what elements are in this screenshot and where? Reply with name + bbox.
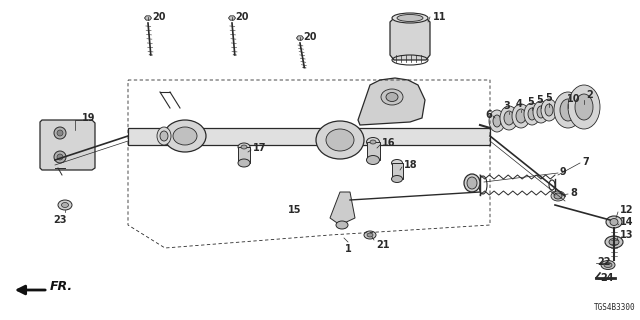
- Ellipse shape: [160, 131, 168, 141]
- Ellipse shape: [364, 231, 376, 239]
- Ellipse shape: [392, 13, 428, 23]
- Ellipse shape: [568, 85, 600, 129]
- Ellipse shape: [504, 111, 514, 125]
- Text: 16: 16: [382, 138, 396, 148]
- Ellipse shape: [367, 156, 380, 164]
- Text: 12: 12: [620, 205, 634, 215]
- Ellipse shape: [157, 127, 171, 145]
- Text: 9: 9: [560, 167, 567, 177]
- Ellipse shape: [370, 140, 376, 144]
- Polygon shape: [296, 36, 303, 40]
- Polygon shape: [358, 78, 425, 125]
- Ellipse shape: [397, 14, 423, 21]
- Text: 4: 4: [516, 99, 522, 109]
- Text: 19: 19: [82, 113, 95, 123]
- Polygon shape: [145, 16, 152, 20]
- Ellipse shape: [238, 143, 250, 151]
- Text: 8: 8: [570, 188, 577, 198]
- Text: 24: 24: [600, 273, 614, 283]
- Text: 20: 20: [152, 12, 166, 22]
- Polygon shape: [330, 192, 355, 225]
- Ellipse shape: [164, 120, 206, 152]
- Ellipse shape: [238, 159, 250, 167]
- Ellipse shape: [336, 221, 348, 229]
- Text: 5: 5: [536, 95, 543, 105]
- Bar: [367, 142, 380, 160]
- Text: 20: 20: [303, 32, 317, 42]
- Ellipse shape: [386, 92, 398, 101]
- Polygon shape: [40, 120, 95, 170]
- Ellipse shape: [560, 99, 576, 121]
- Ellipse shape: [489, 110, 505, 132]
- Ellipse shape: [551, 191, 565, 201]
- Ellipse shape: [601, 260, 615, 269]
- Ellipse shape: [516, 109, 526, 123]
- Circle shape: [57, 154, 63, 160]
- Text: TGS4B3300: TGS4B3300: [593, 303, 635, 312]
- Polygon shape: [128, 128, 490, 145]
- Text: 1: 1: [344, 244, 351, 254]
- Ellipse shape: [326, 129, 354, 151]
- Text: 23: 23: [53, 215, 67, 225]
- Text: 13: 13: [620, 230, 634, 240]
- Text: 3: 3: [504, 101, 510, 111]
- Ellipse shape: [500, 106, 518, 130]
- Text: 15: 15: [288, 205, 301, 215]
- Text: FR.: FR.: [50, 281, 73, 293]
- Ellipse shape: [493, 115, 501, 127]
- Text: 21: 21: [376, 240, 390, 250]
- Text: 11: 11: [433, 12, 447, 22]
- Circle shape: [54, 127, 66, 139]
- Ellipse shape: [609, 238, 619, 245]
- Ellipse shape: [392, 175, 403, 182]
- Ellipse shape: [316, 121, 364, 159]
- Ellipse shape: [604, 262, 612, 268]
- Text: 7: 7: [582, 157, 589, 167]
- Ellipse shape: [467, 177, 477, 189]
- Ellipse shape: [58, 200, 72, 210]
- Ellipse shape: [464, 174, 480, 192]
- Ellipse shape: [605, 236, 623, 248]
- Ellipse shape: [381, 89, 403, 105]
- Text: 22: 22: [597, 257, 611, 267]
- Text: 17: 17: [253, 143, 266, 153]
- Ellipse shape: [533, 101, 549, 123]
- Text: 6: 6: [485, 110, 492, 120]
- Ellipse shape: [392, 159, 403, 166]
- Ellipse shape: [610, 219, 618, 226]
- Text: 20: 20: [235, 12, 248, 22]
- Ellipse shape: [541, 99, 557, 121]
- Ellipse shape: [367, 233, 373, 237]
- Ellipse shape: [606, 216, 622, 228]
- Ellipse shape: [367, 138, 380, 147]
- Bar: [238, 147, 250, 163]
- Ellipse shape: [61, 203, 68, 207]
- Circle shape: [54, 151, 66, 163]
- Ellipse shape: [554, 92, 582, 128]
- Ellipse shape: [241, 145, 247, 149]
- Text: 2: 2: [587, 90, 593, 100]
- Ellipse shape: [554, 193, 562, 199]
- Ellipse shape: [512, 104, 530, 128]
- Ellipse shape: [575, 94, 593, 120]
- Polygon shape: [390, 18, 430, 60]
- Text: 18: 18: [404, 160, 418, 170]
- Ellipse shape: [537, 106, 545, 118]
- Circle shape: [57, 130, 63, 136]
- Text: 5: 5: [527, 97, 534, 107]
- Ellipse shape: [545, 104, 553, 116]
- Polygon shape: [228, 16, 236, 20]
- Text: 10: 10: [567, 94, 580, 104]
- Ellipse shape: [528, 108, 536, 120]
- Ellipse shape: [524, 103, 540, 125]
- Ellipse shape: [173, 127, 197, 145]
- Bar: [392, 163, 403, 179]
- Text: 5: 5: [546, 93, 552, 103]
- Text: 14: 14: [620, 217, 634, 227]
